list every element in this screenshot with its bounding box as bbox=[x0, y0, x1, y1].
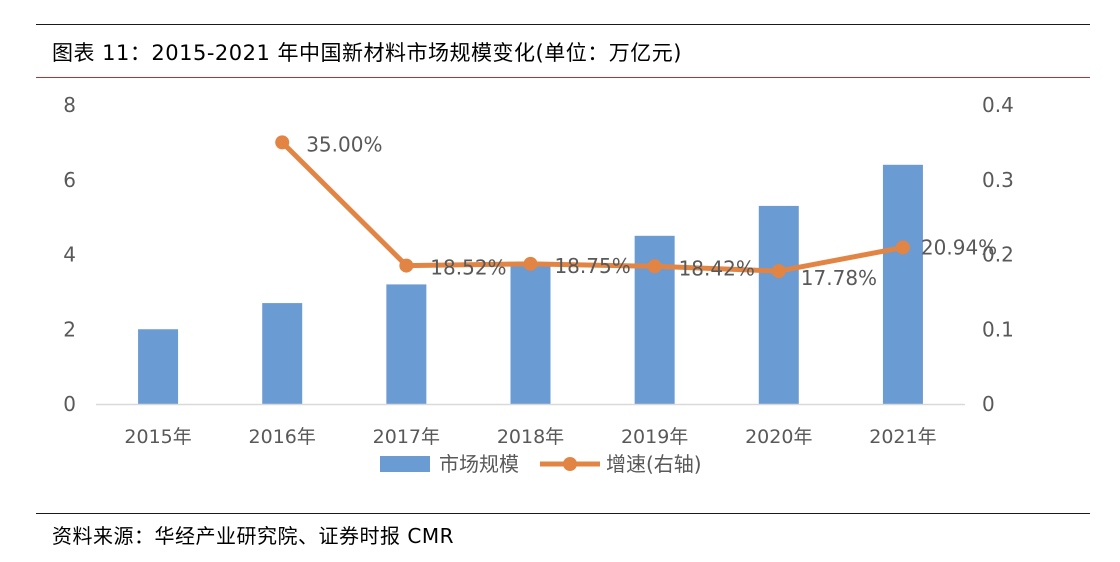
line-point bbox=[275, 135, 290, 150]
x-tick-label: 2015年 bbox=[124, 426, 191, 448]
line-data-label: 17.78% bbox=[801, 266, 877, 290]
legend-label-bar: 市场规模 bbox=[439, 452, 519, 476]
x-tick-label: 2018年 bbox=[497, 426, 564, 448]
y-left-tick-label: 6 bbox=[63, 168, 76, 192]
top-rule bbox=[36, 24, 1090, 25]
y-left-tick-label: 2 bbox=[63, 317, 76, 341]
y-right-tick-label: 0.2 bbox=[982, 243, 1014, 267]
x-tick-label: 2016年 bbox=[249, 426, 316, 448]
y-left-tick-label: 4 bbox=[63, 243, 76, 267]
bottom-rule bbox=[36, 513, 1090, 514]
y-right-tick-label: 0.3 bbox=[982, 168, 1014, 192]
combo-chart: 0 2 4 6 8 0 0.1 0.2 0.3 0.4 2015年 2016年 2017年 2018年 20… bbox=[63, 93, 1014, 476]
line-data-label: 20.94% bbox=[921, 235, 997, 259]
growth-line bbox=[279, 139, 906, 274]
bar bbox=[510, 261, 551, 404]
line-point bbox=[399, 258, 414, 273]
x-tick-label: 2019年 bbox=[621, 426, 688, 448]
line-data-label: 35.00% bbox=[306, 132, 382, 156]
x-tick-label: 2020年 bbox=[745, 426, 812, 448]
line-data-label: 18.42% bbox=[679, 256, 755, 280]
bar bbox=[882, 164, 923, 404]
legend-swatch-marker bbox=[563, 457, 577, 471]
source-note: 资料来源：华经产业研究院、证券时报 CMR bbox=[52, 524, 454, 548]
bar bbox=[386, 284, 427, 404]
line-point bbox=[647, 259, 662, 274]
legend-swatch-bar bbox=[380, 456, 430, 472]
y-right-tick-label: 0.1 bbox=[982, 317, 1014, 341]
line-point bbox=[771, 264, 786, 279]
line-data-label: 18.52% bbox=[430, 256, 506, 280]
bar bbox=[262, 303, 303, 404]
y-right-tick-label: 0 bbox=[982, 392, 995, 416]
y-left-tick-label: 0 bbox=[63, 392, 76, 416]
x-tick-label: 2021年 bbox=[869, 426, 936, 448]
chart-title: 图表 11：2015-2021 年中国新材料市场规模变化(单位：万亿元) bbox=[52, 41, 682, 65]
title-rule bbox=[36, 77, 1090, 78]
legend-label-line: 增速(右轴) bbox=[606, 452, 702, 476]
line-point bbox=[895, 240, 910, 255]
bar bbox=[758, 205, 799, 404]
bar bbox=[138, 329, 179, 404]
y-left-tick-label: 8 bbox=[63, 93, 76, 117]
line-point bbox=[523, 256, 538, 271]
y-right-tick-label: 0.4 bbox=[982, 93, 1014, 117]
line-data-label: 18.75% bbox=[554, 254, 630, 278]
x-tick-label: 2017年 bbox=[373, 426, 440, 448]
